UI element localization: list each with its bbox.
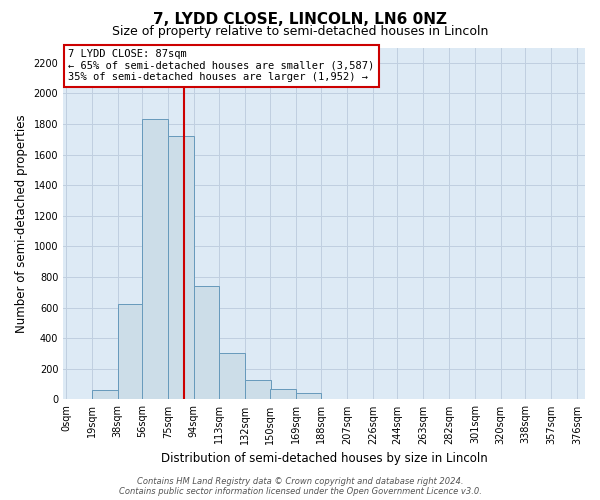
X-axis label: Distribution of semi-detached houses by size in Lincoln: Distribution of semi-detached houses by … [161,452,487,465]
Bar [92,390,118,400]
Text: Size of property relative to semi-detached houses in Lincoln: Size of property relative to semi-detach… [112,25,488,38]
Bar [220,353,245,400]
Bar [194,286,220,400]
Bar [245,380,271,400]
Bar [118,304,143,400]
Bar [270,390,296,400]
Bar [168,136,194,400]
Text: Contains HM Land Registry data © Crown copyright and database right 2024.
Contai: Contains HM Land Registry data © Crown c… [119,476,481,496]
Bar [296,394,322,400]
Bar [142,120,168,400]
Text: 7, LYDD CLOSE, LINCOLN, LN6 0NZ: 7, LYDD CLOSE, LINCOLN, LN6 0NZ [153,12,447,28]
Text: 7 LYDD CLOSE: 87sqm
← 65% of semi-detached houses are smaller (3,587)
35% of sem: 7 LYDD CLOSE: 87sqm ← 65% of semi-detach… [68,50,374,82]
Y-axis label: Number of semi-detached properties: Number of semi-detached properties [15,114,28,333]
